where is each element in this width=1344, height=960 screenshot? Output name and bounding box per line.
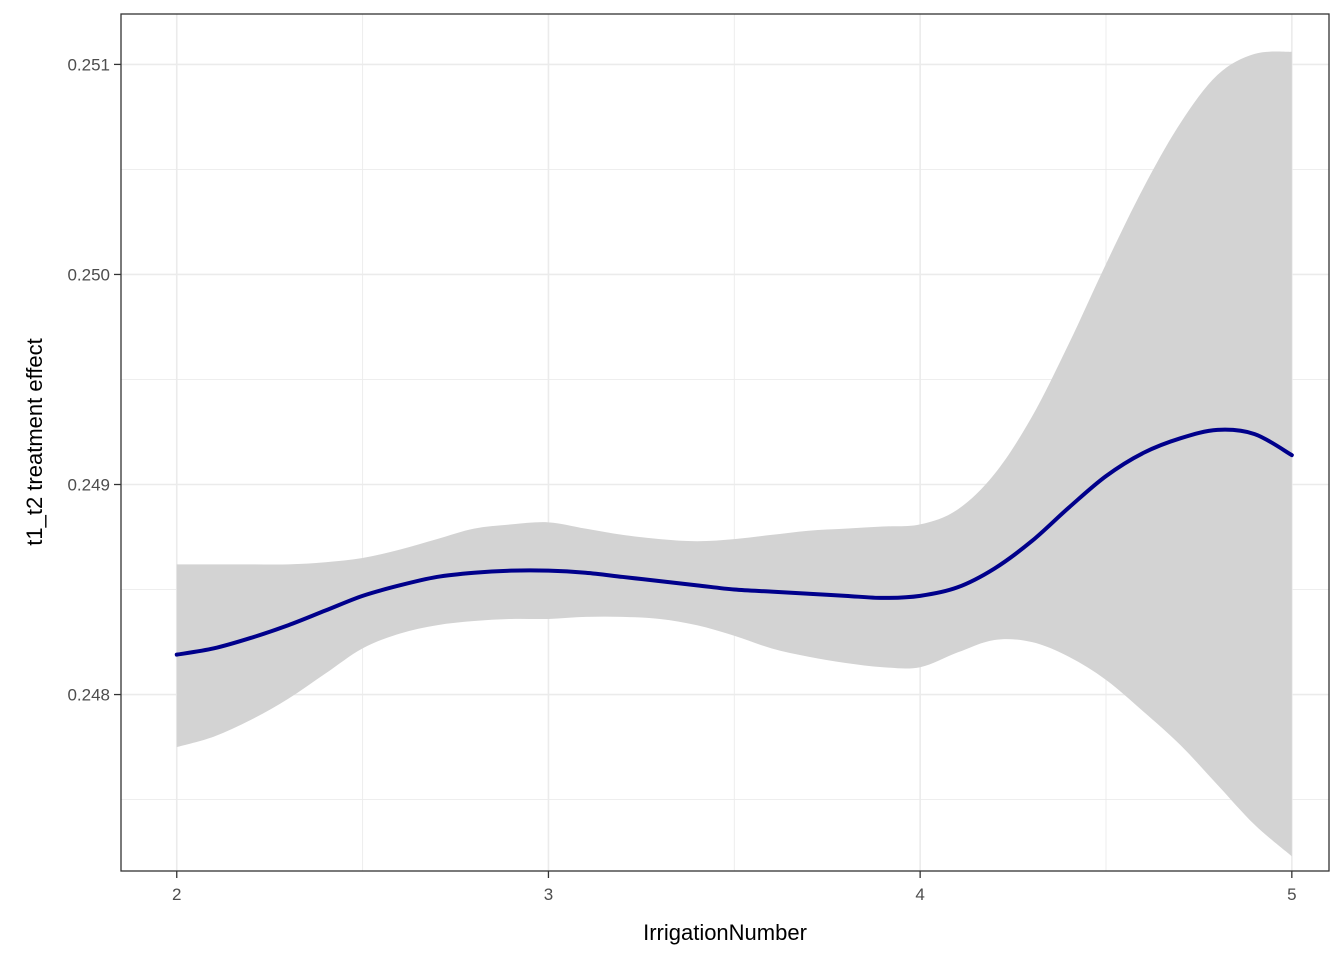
y-tick-label: 0.249 xyxy=(67,476,110,495)
y-axis: 0.248 0.249 0.250 0.251 xyxy=(67,55,121,705)
y-tick-label: 0.248 xyxy=(67,686,110,705)
x-axis: 2 3 4 5 xyxy=(172,871,1297,904)
y-tick-label: 0.251 xyxy=(67,55,110,74)
x-tick-label: 2 xyxy=(172,885,181,904)
x-axis-title: IrrigationNumber xyxy=(643,920,807,945)
x-tick-label: 4 xyxy=(915,885,924,904)
x-tick-label: 5 xyxy=(1287,885,1296,904)
y-tick-label: 0.250 xyxy=(67,265,110,284)
confidence-ribbon xyxy=(176,51,1292,857)
y-axis-title: t1_t2 treatment effect xyxy=(22,338,47,546)
smooth-line xyxy=(174,427,1294,657)
plot-panel-border xyxy=(120,13,1330,872)
x-tick-label: 3 xyxy=(544,885,553,904)
